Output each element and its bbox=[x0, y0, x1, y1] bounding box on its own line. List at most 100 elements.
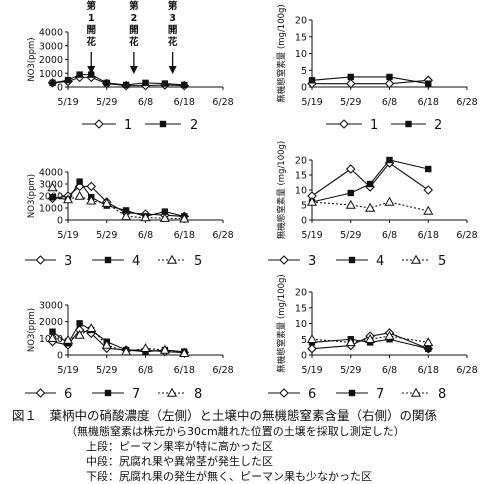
x-tick-label: 6/28 bbox=[456, 97, 477, 108]
data-point-8 bbox=[47, 333, 58, 343]
y-tick-label: 3000 bbox=[39, 301, 63, 312]
data-point-3 bbox=[86, 181, 97, 192]
data-point-2 bbox=[122, 81, 130, 89]
flowering-annotation-2: 花 bbox=[129, 36, 139, 48]
data-point-1 bbox=[345, 78, 356, 89]
data-point-5 bbox=[47, 182, 58, 192]
data-point-7 bbox=[49, 328, 56, 335]
x-tick-label: 6/8 bbox=[382, 365, 397, 376]
legend-item-3: 3 bbox=[268, 254, 316, 269]
data-point-2 bbox=[161, 80, 169, 87]
x-tick-label: 6/8 bbox=[382, 97, 397, 108]
legend-label: 6 bbox=[308, 387, 316, 402]
caption-title: 図１ 葉柄中の硝酸濃度（左側）と土壌中の無機態窒素含量（右側）の関係 bbox=[12, 408, 438, 423]
y-tick-label: 3000 bbox=[39, 180, 63, 191]
data-point-2 bbox=[142, 79, 149, 87]
x-tick-label: 6/8 bbox=[382, 230, 397, 241]
y-tick-label: 3000 bbox=[39, 41, 63, 52]
caption-note-middle-row: 中段：尻腐れ果や異常茎が発生した区 bbox=[86, 455, 273, 468]
legend-item-7: 7 bbox=[92, 387, 140, 402]
data-point-1 bbox=[384, 78, 395, 89]
y-tick-label: 0 bbox=[57, 83, 63, 94]
data-point-3 bbox=[345, 164, 356, 174]
y-tick-label: 5 bbox=[301, 66, 307, 77]
legend-label: 5 bbox=[194, 254, 202, 269]
data-point-7 bbox=[425, 345, 432, 352]
legend-item-2: 2 bbox=[145, 118, 198, 133]
caption-note-method: （無機態窒素は株元から30cm離れた位置の土壌を採取し測定した） bbox=[66, 425, 405, 438]
legend-item-8: 8 bbox=[402, 387, 446, 402]
y-axis-label: NO3(ppm) bbox=[27, 308, 37, 352]
y-tick-label: 20 bbox=[295, 156, 307, 167]
series-line-1 bbox=[312, 79, 429, 85]
data-point-5 bbox=[423, 205, 434, 215]
chart-panel-1: 0 1000 2000 3000 4000 5/19 5/29 6/8 6/18 6/28 NO3(… bbox=[27, 0, 234, 133]
data-point-5 bbox=[86, 195, 97, 205]
y-axis-label: NO3(ppm) bbox=[27, 174, 37, 218]
y-tick-label: 10 bbox=[295, 319, 307, 330]
data-point-8 bbox=[365, 334, 376, 343]
legend-marker bbox=[35, 255, 46, 265]
flowering-annotation-3: 開 bbox=[168, 24, 178, 36]
y-tick-label: 0 bbox=[301, 216, 307, 227]
legend-label: 2 bbox=[190, 118, 198, 133]
legend-label: 2 bbox=[434, 118, 442, 133]
data-point-8 bbox=[159, 344, 170, 354]
caption-note-bottom-row: 下段：尻腐れ果の発生が無く、ピーマン果も少なかった区 bbox=[86, 470, 372, 483]
x-tick-label: 5/29 bbox=[340, 230, 361, 241]
x-tick-label: 5/29 bbox=[340, 97, 361, 108]
y-tick-label: 0 bbox=[57, 351, 63, 362]
x-tick-label: 5/29 bbox=[96, 230, 117, 241]
legend-marker bbox=[104, 256, 112, 264]
legend-item-5: 5 bbox=[158, 254, 202, 269]
legend-item-5: 5 bbox=[402, 254, 446, 269]
x-tick-label: 6/18 bbox=[174, 365, 195, 376]
x-tick-label: 6/18 bbox=[418, 365, 439, 376]
x-tick-label: 6/28 bbox=[212, 97, 233, 108]
flowering-arrow-icon bbox=[168, 66, 177, 74]
data-point-2 bbox=[103, 79, 110, 87]
legend-item-7: 7 bbox=[336, 387, 384, 402]
legend-label: 8 bbox=[438, 387, 446, 402]
x-tick-label: 5/29 bbox=[340, 365, 361, 376]
y-axis-label: 無機態窒素量 (mg/100g) bbox=[276, 274, 287, 373]
legend-marker bbox=[405, 120, 412, 128]
series-line-2 bbox=[311, 76, 429, 85]
flowering-annotation-1: 1 bbox=[88, 13, 95, 24]
flowering-arrow-icon bbox=[87, 66, 96, 74]
legend-label: 3 bbox=[308, 254, 316, 269]
y-tick-label: 1000 bbox=[39, 69, 63, 80]
legend-marker bbox=[35, 388, 46, 398]
x-tick-label: 5/19 bbox=[57, 365, 78, 376]
data-point-5 bbox=[101, 197, 112, 207]
data-point-7 bbox=[76, 320, 83, 327]
data-point-2 bbox=[308, 77, 316, 84]
legend-label: 5 bbox=[438, 254, 446, 269]
y-tick-label: 20 bbox=[295, 16, 307, 27]
x-tick-label: 6/8 bbox=[138, 230, 153, 241]
y-tick-label: 2000 bbox=[39, 317, 63, 328]
y-tick-label: 20 bbox=[295, 288, 307, 299]
x-tick-label: 6/18 bbox=[174, 97, 195, 108]
data-point-2 bbox=[347, 73, 354, 81]
data-point-4 bbox=[386, 156, 393, 164]
data-point-3 bbox=[423, 185, 434, 195]
x-tick-label: 5/29 bbox=[96, 97, 117, 108]
data-point-8 bbox=[140, 343, 151, 353]
legend-label: 4 bbox=[376, 254, 384, 269]
y-tick-label: 15 bbox=[295, 32, 307, 43]
data-point-2 bbox=[76, 71, 83, 78]
x-tick-label: 6/28 bbox=[212, 230, 233, 241]
flowering-annotation-3: 花 bbox=[168, 36, 178, 48]
x-tick-label: 6/28 bbox=[456, 365, 477, 376]
data-point-8 bbox=[423, 337, 434, 347]
x-tick-label: 5/19 bbox=[57, 97, 78, 108]
chart-panel-3: 010002000300040005/195/296/86/186/28NO3(… bbox=[25, 168, 234, 269]
legend-item-4: 4 bbox=[336, 254, 384, 269]
x-tick-label: 5/19 bbox=[57, 230, 78, 241]
data-point-2 bbox=[425, 80, 432, 87]
data-point-4 bbox=[161, 208, 169, 215]
flowering-annotation-3: 第 bbox=[168, 0, 178, 12]
legend-label: 4 bbox=[132, 254, 140, 269]
x-tick-label: 6/18 bbox=[174, 230, 195, 241]
